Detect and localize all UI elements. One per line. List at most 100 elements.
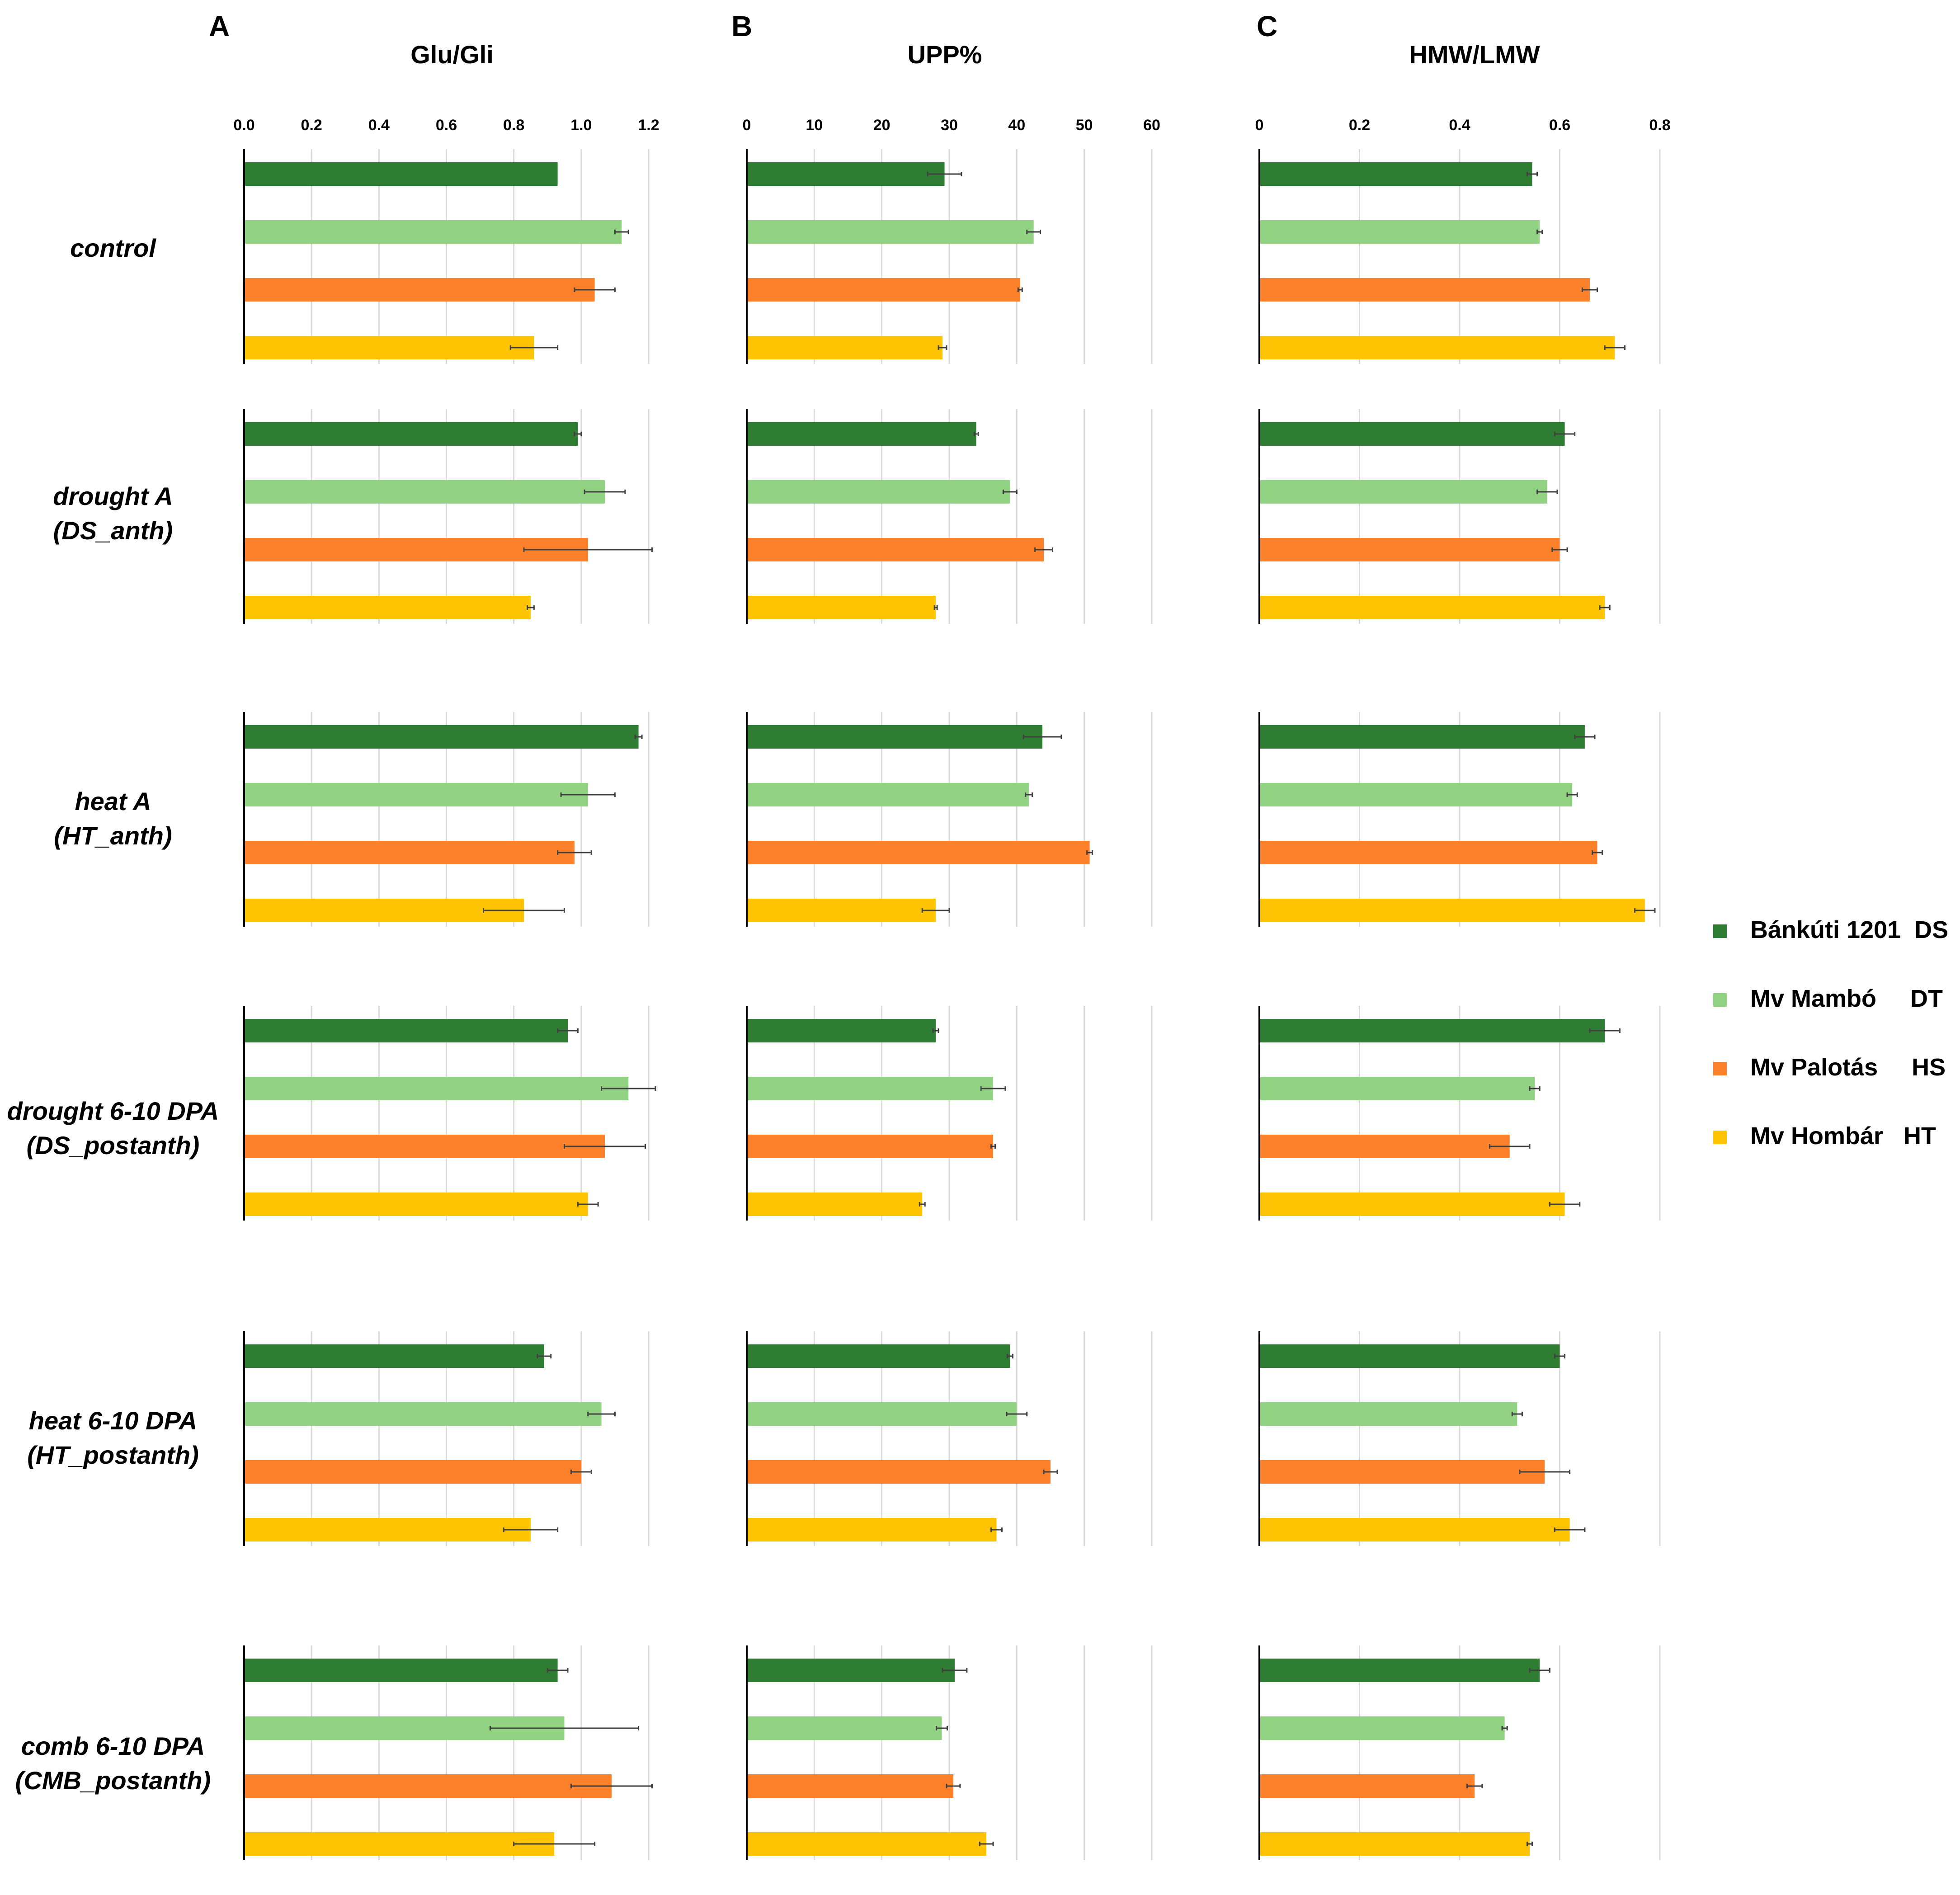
bar <box>1259 1659 1540 1682</box>
x-tick-label: 0.8 <box>1649 117 1670 134</box>
bar <box>1259 1344 1560 1368</box>
row-label: control <box>70 234 156 262</box>
x-tick-label: 0 <box>743 117 751 134</box>
bar <box>1259 1077 1535 1100</box>
row-label: drought 6-10 DPA (DS_postanth) <box>7 1097 219 1160</box>
row-label-line: (DS_anth) <box>53 516 173 545</box>
panel-a: A Glu/Gli 0.0 0.2 0.4 0.6 0.8 1.0 1.2 <box>209 10 660 1860</box>
x-tick-label: 0.2 <box>301 117 322 134</box>
legend-swatch <box>1713 1131 1727 1144</box>
x-tick-label: 40 <box>1008 117 1025 134</box>
bar <box>1259 278 1590 302</box>
bar <box>1259 1518 1570 1541</box>
bar <box>1259 1460 1545 1484</box>
legend-swatch <box>1713 924 1727 938</box>
x-tick-label: 50 <box>1076 117 1093 134</box>
bar <box>244 1460 581 1484</box>
bar <box>747 162 945 186</box>
bar <box>747 841 1090 864</box>
bar <box>244 596 531 619</box>
x-tick-label: 0.4 <box>1449 117 1470 134</box>
bar <box>747 899 936 922</box>
legend-label: Mv Hombár HT <box>1750 1122 1936 1150</box>
x-tick-label: 1.0 <box>570 117 592 134</box>
bar <box>747 725 1043 749</box>
row-label-line: heat 6-10 DPA <box>29 1406 197 1435</box>
bar <box>747 1774 953 1798</box>
metric-title: Glu/Gli <box>410 40 494 69</box>
bar <box>244 1077 629 1100</box>
bar <box>747 1077 994 1100</box>
bar <box>244 1518 531 1541</box>
bar <box>1259 538 1560 561</box>
bar <box>1259 725 1585 749</box>
x-tick-label: 0.0 <box>233 117 254 134</box>
bar <box>244 841 575 864</box>
bar <box>747 1019 936 1042</box>
bar <box>244 1344 544 1368</box>
bar <box>244 1019 568 1042</box>
legend-label: Mv Palotás HS <box>1750 1054 1946 1081</box>
legend-label: Mv Mambó DT <box>1750 985 1943 1012</box>
bar <box>244 220 622 244</box>
bar <box>244 1135 605 1158</box>
bar <box>747 422 976 446</box>
bar <box>1259 336 1615 359</box>
panel-letter: A <box>209 10 230 42</box>
bar <box>747 480 1010 504</box>
x-tick-label: 1.2 <box>638 117 659 134</box>
bar <box>244 783 588 806</box>
row-label-line: (HT_anth) <box>54 821 172 850</box>
legend-label: Bánkúti 1201 DS <box>1750 916 1948 943</box>
bar <box>1259 899 1645 922</box>
bar <box>244 480 605 504</box>
bar <box>747 1402 1017 1426</box>
bar <box>1259 1193 1565 1216</box>
bar <box>747 1344 1010 1368</box>
panel-letter: C <box>1257 10 1277 42</box>
legend-swatch <box>1713 1062 1727 1075</box>
panel-letter: B <box>731 10 752 42</box>
bar <box>1259 1019 1605 1042</box>
bar <box>747 538 1044 561</box>
bar <box>1259 1402 1517 1426</box>
bar <box>244 1659 558 1682</box>
x-tick-label: 0.8 <box>503 117 524 134</box>
row-label-line: heat A <box>75 787 151 816</box>
row-label: drought A (DS_anth) <box>53 482 173 545</box>
x-tick-label: 30 <box>941 117 958 134</box>
row-label: heat 6-10 DPA (HT_postanth) <box>27 1406 199 1469</box>
bar <box>244 278 595 302</box>
bar <box>244 336 534 359</box>
legend-swatch <box>1713 993 1727 1007</box>
x-tick-label: 0.4 <box>368 117 390 134</box>
row-label-line: drought 6-10 DPA <box>7 1097 219 1125</box>
legend: Bánkúti 1201 DS Mv Mambó DT Mv Palotás HS M… <box>1713 916 1948 1150</box>
bar <box>1259 162 1532 186</box>
row-label-line: comb 6-10 DPA <box>21 1732 205 1760</box>
bar <box>747 783 1029 806</box>
row-label-line: (CMB_postanth) <box>15 1766 211 1795</box>
metric-title: HMW/LMW <box>1409 40 1540 69</box>
bar <box>1259 220 1540 244</box>
bar <box>1259 1135 1510 1158</box>
x-tick-label: 0.6 <box>1549 117 1570 134</box>
row-label: heat A (HT_anth) <box>54 787 172 850</box>
x-tick-label: 0.2 <box>1349 117 1370 134</box>
row-label-line: control <box>70 234 156 262</box>
x-tick-label: 0.6 <box>436 117 457 134</box>
bar <box>244 162 558 186</box>
bar <box>747 278 1020 302</box>
row-label-line: drought A <box>53 482 173 510</box>
bar <box>1259 1832 1530 1856</box>
bar <box>747 1460 1051 1484</box>
bar <box>244 725 639 749</box>
row-label-line: (DS_postanth) <box>27 1131 200 1160</box>
x-tick-label: 20 <box>873 117 890 134</box>
bar <box>1259 480 1547 504</box>
bar <box>1259 783 1573 806</box>
panel-c: C HMW/LMW 0 0.2 0.4 0.6 0.8 <box>1255 10 1671 1860</box>
bar <box>747 1832 987 1856</box>
bar <box>747 1716 942 1740</box>
